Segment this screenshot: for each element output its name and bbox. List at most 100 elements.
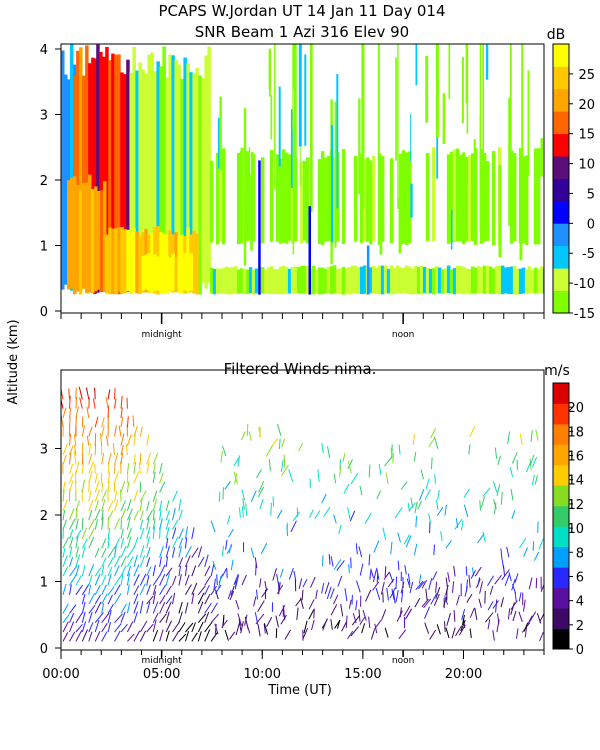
- snr-cell: [209, 160, 214, 243]
- wind-barb: [349, 510, 356, 522]
- wind-barb: [492, 481, 498, 493]
- wind-barb: [260, 542, 268, 555]
- wind-barb: [403, 605, 411, 617]
- snr-cell: [260, 157, 265, 244]
- wind-barb: [146, 601, 151, 614]
- wind-barb: [451, 627, 456, 639]
- snr-cell: [195, 233, 199, 295]
- wind-barb: [413, 543, 418, 556]
- wind-barb: [152, 518, 156, 530]
- wind-barb: [85, 387, 90, 400]
- snr-cell: [215, 268, 220, 295]
- wind-barb: [114, 623, 122, 633]
- snr-cell: [266, 267, 271, 294]
- snr-cell: [332, 265, 337, 294]
- wind-barb: [446, 613, 451, 626]
- wind-barb: [81, 538, 88, 549]
- wind-barb: [74, 451, 77, 465]
- snr-colorbar-cell: [553, 88, 569, 112]
- wind-barb: [204, 629, 211, 642]
- snr-cell: [302, 161, 307, 241]
- wind-barb: [159, 481, 166, 493]
- wind-barb: [101, 603, 105, 614]
- wind-barb: [333, 594, 339, 605]
- snr-streak: [398, 198, 402, 254]
- wind-barb: [184, 555, 191, 568]
- snr-cell: [126, 229, 130, 292]
- snr-streak: [482, 44, 484, 172]
- snr-cell: [311, 265, 316, 295]
- wind-barb: [81, 593, 86, 605]
- wind-barb: [159, 613, 167, 624]
- wind-barb: [500, 597, 504, 608]
- wind-barb: [165, 595, 173, 605]
- wind-barb: [391, 588, 395, 600]
- snr-cell: [437, 267, 442, 294]
- wind-barb: [120, 407, 123, 418]
- wind-barb: [88, 584, 92, 595]
- snr-cell: [302, 265, 307, 294]
- wind-barb: [152, 619, 157, 633]
- wind-barb: [258, 427, 262, 438]
- wind-barb: [172, 547, 176, 558]
- wind-barb: [114, 388, 116, 400]
- snr-feature: [366, 245, 370, 295]
- wind-barb: [497, 613, 500, 624]
- snr-cell: [512, 153, 517, 241]
- wind-barb: [382, 527, 387, 540]
- wind-barb: [88, 528, 95, 540]
- wind-barb: [94, 612, 104, 624]
- wind-barb: [152, 498, 158, 512]
- winds-colorbar-cell: [553, 464, 569, 486]
- wind-barb: [347, 507, 351, 520]
- wind-barb: [126, 463, 130, 474]
- snr-streak: [519, 179, 523, 261]
- wind-barb: [396, 610, 403, 622]
- winds-colorbar-label: 10: [567, 522, 584, 537]
- snr-cell: [467, 155, 472, 242]
- winds-x-tick-label: 15:00: [344, 667, 381, 682]
- snr-cell: [150, 255, 154, 291]
- wind-barb: [529, 454, 535, 466]
- wind-barb: [218, 491, 221, 502]
- wind-barb: [424, 489, 431, 500]
- wind-barb: [94, 489, 100, 502]
- wind-barb: [75, 575, 82, 586]
- snr-colorbar-cell: [553, 268, 569, 291]
- wind-barb: [114, 490, 118, 502]
- wind-barb: [61, 387, 64, 400]
- wind-barb: [69, 518, 76, 530]
- wind-barb: [350, 626, 359, 637]
- wind-barb: [432, 571, 438, 581]
- wind-barb: [214, 623, 219, 635]
- wind-barb: [492, 600, 500, 609]
- snr-cell: [212, 268, 217, 295]
- wind-barb: [409, 581, 414, 594]
- snr-cell: [398, 267, 403, 294]
- snr-cell: [482, 152, 487, 242]
- wind-barb: [120, 573, 124, 586]
- snr-y-tick-label: 3: [40, 109, 48, 124]
- snr-cell: [371, 265, 376, 294]
- snr-streak: [278, 86, 281, 167]
- wind-barb: [510, 489, 514, 501]
- winds-x-tick-label: 10:00: [244, 667, 281, 682]
- wind-barb: [246, 622, 251, 634]
- wind-barb: [88, 470, 93, 484]
- snr-cell: [347, 267, 352, 295]
- snr-cell: [207, 46, 211, 283]
- snr-cell: [485, 265, 490, 294]
- wind-barb: [92, 398, 96, 409]
- wind-barb: [69, 631, 76, 642]
- snr-cell: [111, 228, 115, 295]
- wind-barb: [107, 537, 110, 549]
- wind-barb: [518, 592, 522, 602]
- wind-barb: [197, 613, 207, 624]
- wind-barb: [146, 575, 150, 586]
- wind-barb: [428, 578, 433, 590]
- wind-barb: [330, 619, 333, 630]
- wind-barb: [351, 615, 361, 626]
- snr-streak: [309, 44, 313, 212]
- wind-barb: [79, 397, 83, 409]
- wind-barb: [453, 565, 456, 577]
